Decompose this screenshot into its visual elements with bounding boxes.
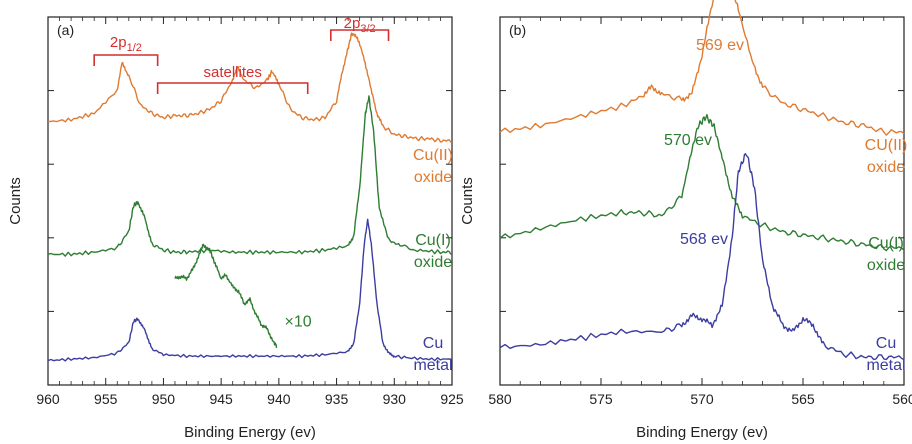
x-tick-label: 925 [440,391,464,407]
series-label: metal [413,357,452,374]
x10-label: ×10 [285,314,312,331]
x-tick-label: 955 [94,391,118,407]
x-axis-label: Binding Energy (ev) [636,424,768,441]
x-tick-label: 565 [791,391,815,407]
series-label: Cu(II) [413,147,453,164]
x-tick-label: 940 [267,391,291,407]
x-axis-label: Binding Energy (ev) [184,424,316,441]
series-label: Cu(I) [415,232,451,249]
x-tick-label: 580 [488,391,512,407]
series-label: metal [866,357,905,374]
x-tick-label: 560 [892,391,912,407]
series-line-cu-i-oxide [499,113,905,252]
series-label: oxide [867,257,905,274]
series-line-cu-ii-oxide [499,0,905,136]
bracket-label: 2p3/2 [344,15,376,35]
x-tick-label: 935 [325,391,349,407]
bracket [330,29,390,41]
bracket-label: satellites [204,64,262,81]
x-tick-label: 960 [36,391,60,407]
y-axis-label: Counts [7,177,24,225]
series-line-cu-ii-oxide [47,32,453,143]
bracket [156,82,309,94]
peak-label: 570 ev [664,132,712,149]
series-line-cu-metal [47,218,453,362]
series-label: Cu [423,335,443,352]
series-line-x10-inset [174,243,278,348]
series-line-cu-i-oxide [47,95,453,257]
series-label: oxide [867,159,905,176]
series-label: Cu [876,335,896,352]
plot-frame [47,16,453,386]
bracket [93,54,159,66]
x-tick-label: 570 [690,391,714,407]
panel-a: 960 955 950 945 940 935 930 925 Binding Energy (… [7,15,464,441]
peak-label: 569 ev [696,37,744,54]
series-label: Cu(I) [868,235,904,252]
x-tick-label: 575 [589,391,613,407]
y-axis-label: Counts [459,177,476,225]
x-tick-label: 930 [383,391,407,407]
series-label: oxide [414,169,452,186]
peak-label: 568 ev [680,231,728,248]
series-label: CU(II) [865,137,908,154]
x-tick-label: 950 [152,391,176,407]
panel-label: (a) [57,22,74,38]
bracket-label: 2p1/2 [110,34,142,54]
panel-label: (b) [509,22,526,38]
series-label: oxide [414,254,452,271]
x-tick-label: 945 [209,391,233,407]
panel-b: 580 575 570 565 560 Binding Energy (ev) Counts… [459,0,912,441]
plot-frame [499,16,905,386]
series-line-cu-metal [499,153,905,361]
